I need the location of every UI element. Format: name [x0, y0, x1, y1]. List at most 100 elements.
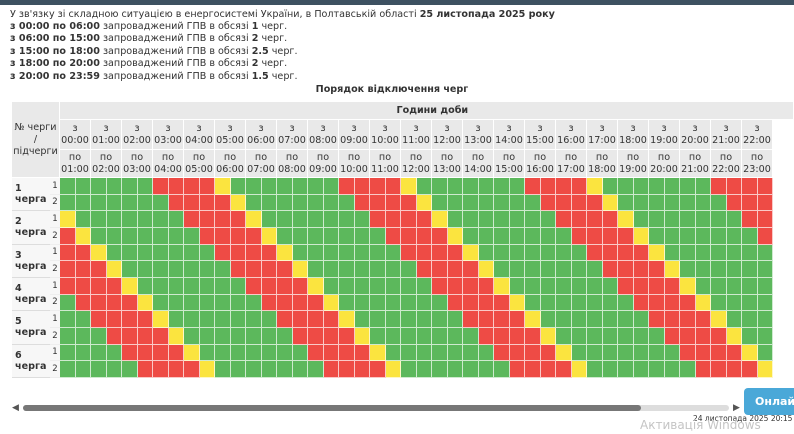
hour-to-time: 16:00 — [526, 163, 554, 175]
slot-cell — [509, 178, 525, 195]
slot-cell — [432, 194, 448, 212]
slot-cell — [106, 194, 122, 212]
slot-cell — [137, 328, 153, 345]
slot-cell — [354, 344, 370, 362]
slot-cell — [401, 228, 417, 245]
slot-cell — [277, 294, 293, 312]
to-prefix: по — [409, 151, 423, 163]
slot-cell — [494, 211, 510, 228]
slot-cell — [680, 261, 696, 278]
slot-cell — [215, 228, 231, 245]
slot-cell — [525, 294, 541, 312]
slot-cell — [602, 361, 618, 378]
slot-cell — [494, 178, 510, 195]
slot-cell — [618, 244, 634, 262]
slot-cell — [370, 361, 386, 378]
slot-cell — [75, 361, 91, 378]
scroll-left[interactable]: ◀ — [12, 403, 19, 413]
slot-cell — [633, 311, 649, 328]
slot-cell — [199, 178, 215, 195]
slot-cell — [416, 211, 432, 228]
slot-cell — [277, 228, 293, 245]
slot-cell — [447, 178, 463, 195]
slot-cell — [540, 211, 556, 228]
slot-cell — [463, 278, 479, 295]
hour-to-time: 06:00 — [216, 163, 244, 175]
slot-cell — [757, 278, 773, 295]
slot-cell — [370, 344, 386, 362]
slot-cell — [60, 244, 76, 262]
slot-cell — [680, 294, 696, 312]
slot-cell — [339, 294, 355, 312]
hour-from: з 20:00 — [680, 120, 711, 150]
to-prefix: по — [99, 151, 113, 163]
hour-from: з 09:00 — [339, 120, 370, 150]
period-text: запроваджений ГПВ в обсязі — [99, 33, 252, 45]
slot-cell — [292, 228, 308, 245]
to-prefix: по — [719, 151, 733, 163]
slot-cell — [478, 294, 494, 312]
from-prefix: з — [227, 122, 233, 134]
slot-cell — [463, 344, 479, 362]
slot-cell — [525, 361, 541, 378]
slot-cell — [385, 294, 401, 312]
slot-cell — [602, 278, 618, 295]
slot-cell — [509, 244, 525, 262]
slot-cell — [556, 211, 572, 228]
slot-cell — [540, 311, 556, 328]
slot-cell — [649, 361, 665, 378]
slot-cell — [525, 228, 541, 245]
slot-cell — [711, 278, 727, 295]
slot-cell — [91, 178, 107, 195]
hour-from-time: 17:00 — [588, 134, 616, 146]
slot-cell — [447, 361, 463, 378]
slot-cell — [153, 211, 169, 228]
scrollbar-thumb[interactable] — [23, 405, 641, 411]
slot-cell — [757, 261, 773, 278]
corner-header: № черги / підчерги — [12, 102, 60, 178]
slot-cell — [292, 244, 308, 262]
slot-cell — [168, 311, 184, 328]
hour-from-time: 12:00 — [433, 134, 461, 146]
slot-cell — [75, 244, 91, 262]
slot-cell — [695, 194, 711, 212]
slot-cell — [463, 261, 479, 278]
slot-cell — [757, 211, 773, 228]
slot-cell — [680, 344, 696, 362]
hour-from-time: 01:00 — [92, 134, 120, 146]
slot-cell — [91, 244, 107, 262]
slot-cell — [199, 228, 215, 245]
slot-cell — [277, 344, 293, 362]
period-suffix: черг. — [268, 45, 298, 57]
slot-cell — [153, 228, 169, 245]
slot-cell — [432, 361, 448, 378]
slot-cell — [354, 244, 370, 262]
slot-cell — [478, 278, 494, 295]
to-prefix: по — [595, 151, 609, 163]
slot-cell — [602, 244, 618, 262]
slot-cell — [447, 244, 463, 262]
slot-cell — [230, 244, 246, 262]
hour-from: з 01:00 — [91, 120, 122, 150]
slot-cell — [680, 178, 696, 195]
slot-cell — [602, 261, 618, 278]
slot-cell — [602, 294, 618, 312]
hour-to-time: 09:00 — [309, 163, 337, 175]
slot-cell — [230, 328, 246, 345]
hour-from-time: 08:00 — [309, 134, 337, 146]
slot-cell — [556, 311, 572, 328]
slot-cell — [153, 261, 169, 278]
hour-to: по 13:00 — [432, 150, 463, 178]
slot-cell — [308, 278, 324, 295]
slot-cell — [122, 328, 138, 345]
hour-from-time: 10:00 — [371, 134, 399, 146]
slot-cell — [261, 194, 277, 212]
slot-cell — [292, 261, 308, 278]
slot-cell — [339, 211, 355, 228]
slot-cell — [401, 261, 417, 278]
online-button[interactable]: Онлайн — [744, 388, 794, 415]
slot-cell — [540, 361, 556, 378]
hour-from-time: 18:00 — [619, 134, 647, 146]
slot-cell — [525, 194, 541, 212]
scroll-right[interactable]: ▶ — [733, 403, 740, 413]
